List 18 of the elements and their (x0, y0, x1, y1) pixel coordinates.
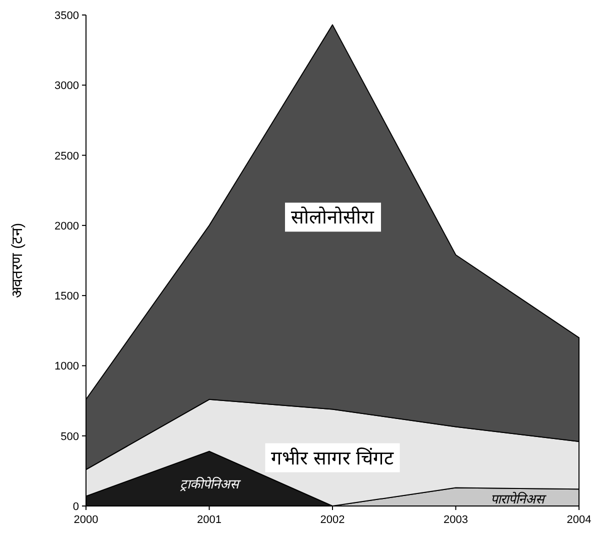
y-tick-label: 2000 (54, 220, 79, 232)
x-tick-label: 2003 (444, 514, 468, 526)
x-tick-label: 2002 (320, 514, 345, 526)
y-tick-label: 3500 (54, 10, 79, 22)
x-tick-label: 2001 (197, 514, 222, 526)
y-tick-label: 3000 (54, 80, 79, 92)
series-label: ट्राकीपेनिअस (180, 476, 241, 492)
y-tick-label: 1500 (54, 290, 79, 303)
x-tick-label: 2004 (566, 514, 592, 526)
y-tick-label: 1000 (54, 360, 79, 373)
series-label: गभीर सागर चिंगट (271, 446, 394, 470)
series-label: पारापेनिअस (490, 491, 546, 506)
y-tick-label: 0 (72, 501, 79, 513)
y-tick-label: 2500 (54, 150, 79, 162)
series-label: सोलोनोसीरा (291, 206, 375, 229)
x-tick-label: 2000 (74, 514, 98, 526)
y-tick-label: 500 (60, 430, 79, 443)
y-axis-title: अवतरण (टन) (9, 222, 26, 298)
